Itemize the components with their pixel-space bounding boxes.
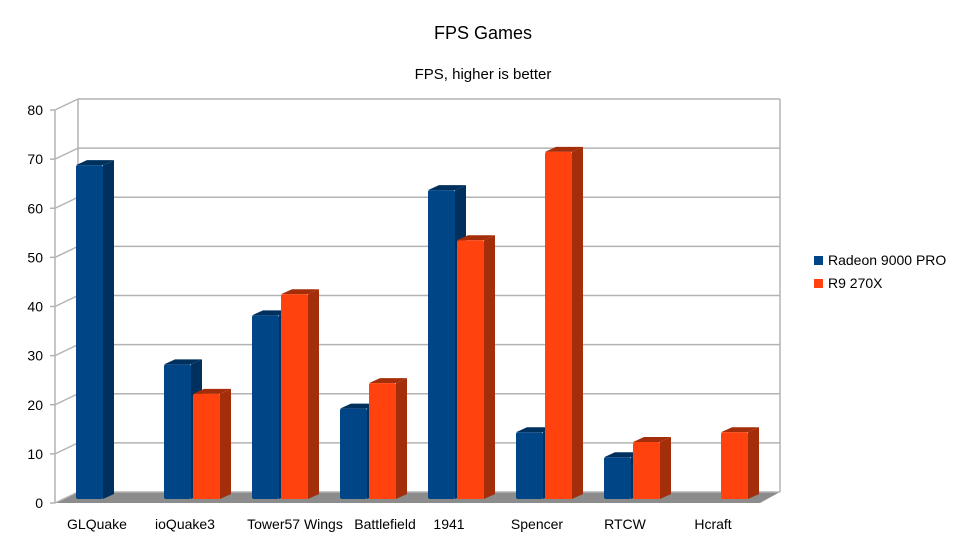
bar-front (457, 240, 484, 499)
bar (193, 388, 231, 499)
bar-front (633, 442, 660, 499)
legend-label: Radeon 9000 PRO (828, 252, 946, 268)
legend-label: R9 270X (828, 275, 883, 291)
x-tick-label: ioQuake3 (155, 516, 215, 532)
bar-top (633, 437, 671, 443)
x-tick-label: GLQuake (67, 516, 127, 532)
bar-front (545, 151, 572, 499)
chart-subtitle: FPS, higher is better (415, 66, 552, 83)
side-wall-gridline (54, 491, 79, 504)
bar-top (76, 160, 114, 166)
chart-floor (55, 492, 780, 503)
bar-top (281, 289, 319, 295)
y-axis-labels: 0 10 20 30 40 50 60 70 80 (27, 102, 43, 511)
x-tick-label: Spencer (511, 516, 563, 532)
bar-side (103, 160, 114, 500)
bar-top (545, 146, 583, 152)
bar (457, 235, 495, 499)
side-wall-gridline (54, 245, 79, 259)
y-tick-label: 40 (27, 299, 43, 315)
side-wall-gridline (54, 196, 79, 209)
bar (281, 289, 319, 499)
y-tick-label: 60 (27, 200, 43, 216)
bar-front (369, 383, 396, 499)
legend-swatch (814, 256, 823, 265)
bar (633, 437, 671, 499)
y-tick-label: 70 (27, 151, 43, 167)
bar-front (721, 432, 748, 499)
bar-front (340, 408, 367, 499)
x-tick-label: RTCW (604, 516, 647, 532)
bars (76, 146, 759, 500)
bar-top (252, 310, 290, 316)
bar-top (369, 378, 407, 384)
bar-side (748, 427, 759, 499)
bar-side (220, 388, 231, 499)
y-tick-label: 20 (27, 397, 43, 413)
bar-front (604, 457, 631, 499)
x-tick-label: Hcraft (694, 516, 731, 532)
bar-top (164, 359, 202, 365)
bar-side (308, 289, 319, 499)
bar-front (164, 364, 191, 499)
bar-front (516, 432, 543, 499)
bar (76, 160, 114, 500)
y-tick-label: 50 (27, 249, 43, 265)
side-wall-gridline (54, 98, 79, 111)
side-wall-gridline (54, 294, 79, 308)
bar-top (604, 452, 642, 458)
bar-top (193, 388, 231, 394)
bar-top (340, 403, 378, 409)
y-tick-label: 10 (27, 446, 43, 462)
chart-title: FPS Games (434, 23, 532, 43)
side-wall-gridline (54, 442, 79, 455)
bar-side (484, 235, 495, 499)
x-tick-label: 1941 (433, 516, 464, 532)
y-tick-label: 30 (27, 348, 43, 364)
bar-top (457, 235, 495, 241)
bar-side (660, 437, 671, 499)
bar-top (428, 185, 466, 191)
bar-top (516, 427, 554, 433)
x-tick-label: Battlefield (354, 516, 415, 532)
bar-side (572, 146, 583, 499)
bar-front (252, 315, 279, 499)
bar-front (193, 393, 220, 499)
side-wall-gridline (54, 147, 79, 160)
side-wall-gridline (54, 393, 79, 406)
y-tick-label: 80 (27, 102, 43, 118)
legend: Radeon 9000 PRO R9 270X (814, 252, 946, 291)
bar-side (396, 378, 407, 499)
bar-top (721, 427, 759, 433)
bar (369, 378, 407, 499)
side-wall-gridline (54, 343, 79, 357)
legend-swatch (814, 279, 823, 288)
bar (545, 146, 583, 499)
x-axis-labels: GLQuake ioQuake3 Tower57 Wings Battlefield 1… (67, 516, 732, 532)
y-tick-label: 0 (35, 495, 43, 511)
bar (721, 427, 759, 499)
x-tick-label: Tower57 Wings (247, 516, 343, 532)
bar-front (76, 165, 103, 500)
bar-front (428, 190, 455, 499)
bar-front (281, 294, 308, 499)
